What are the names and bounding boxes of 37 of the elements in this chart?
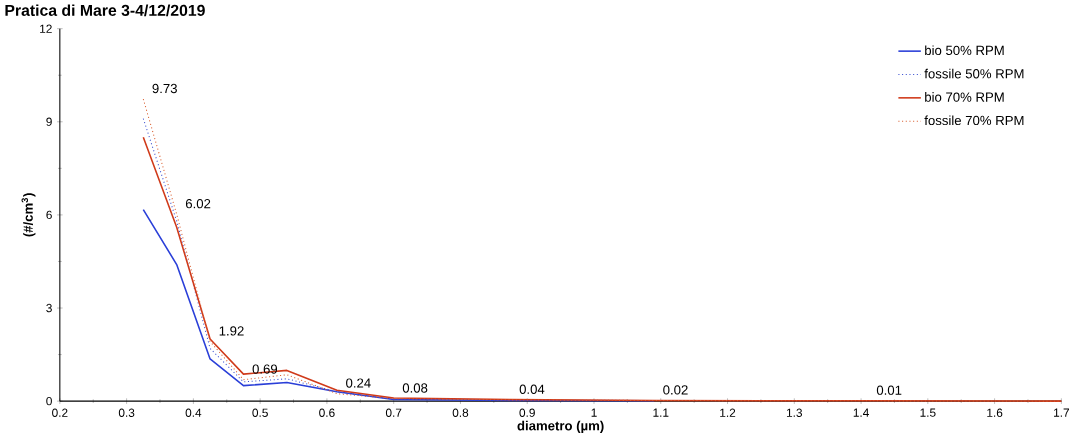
x-tick-label: 1.6 xyxy=(987,408,1003,417)
x-tick-label: 0.5 xyxy=(252,408,268,417)
data-label: 1.92 xyxy=(219,326,244,336)
y-tick-label: 6 xyxy=(46,210,52,219)
x-axis-title: diametro (µm) xyxy=(517,420,604,433)
x-tick-label: 0.9 xyxy=(519,408,535,417)
data-label: 0.04 xyxy=(519,384,545,394)
y-tick-label: 0 xyxy=(46,396,52,406)
x-tick-label: 1.1 xyxy=(653,408,669,417)
legend-label: bio 50% RPM xyxy=(925,45,1004,55)
x-tick-label: 0.2 xyxy=(52,408,68,417)
data-label: 6.02 xyxy=(185,198,211,209)
x-tick-label: 1.3 xyxy=(786,408,803,417)
x-tick-label: 0.3 xyxy=(118,408,135,417)
x-tick-label: 0.4 xyxy=(185,408,202,417)
data-label: 9.73 xyxy=(152,83,177,93)
data-label: 0.08 xyxy=(402,383,428,393)
chart-title: Pratica di Mare 3-4/12/2019 xyxy=(5,4,205,16)
x-tick-label: 1.5 xyxy=(920,408,936,417)
x-tick-label: 1.7 xyxy=(1054,408,1069,417)
data-label: 0.24 xyxy=(346,378,371,388)
y-axis-title: (#/cm$^{3}$) xyxy=(21,193,36,237)
x-tick-label: 1 xyxy=(591,408,597,417)
x-tick-label: 1.4 xyxy=(853,408,869,417)
x-tick-label: 0.6 xyxy=(319,408,335,417)
data-label: 0.01 xyxy=(876,385,902,395)
legend-label: fossile 50% RPM xyxy=(924,68,1024,79)
x-tick-label: 0.8 xyxy=(452,408,469,417)
data-label: 0.02 xyxy=(663,385,688,395)
x-tick-label: 0.7 xyxy=(385,408,402,417)
y-tick-label: 3 xyxy=(46,303,52,313)
x-tick-label: 1.2 xyxy=(720,408,736,417)
y-tick-label: 12 xyxy=(40,24,52,33)
data-label: 0.69 xyxy=(252,364,278,374)
y-tick-label: 9 xyxy=(46,117,52,126)
legend-label: fossile 70% RPM xyxy=(924,115,1024,125)
legend-label: bio 70% RPM xyxy=(925,91,1004,102)
